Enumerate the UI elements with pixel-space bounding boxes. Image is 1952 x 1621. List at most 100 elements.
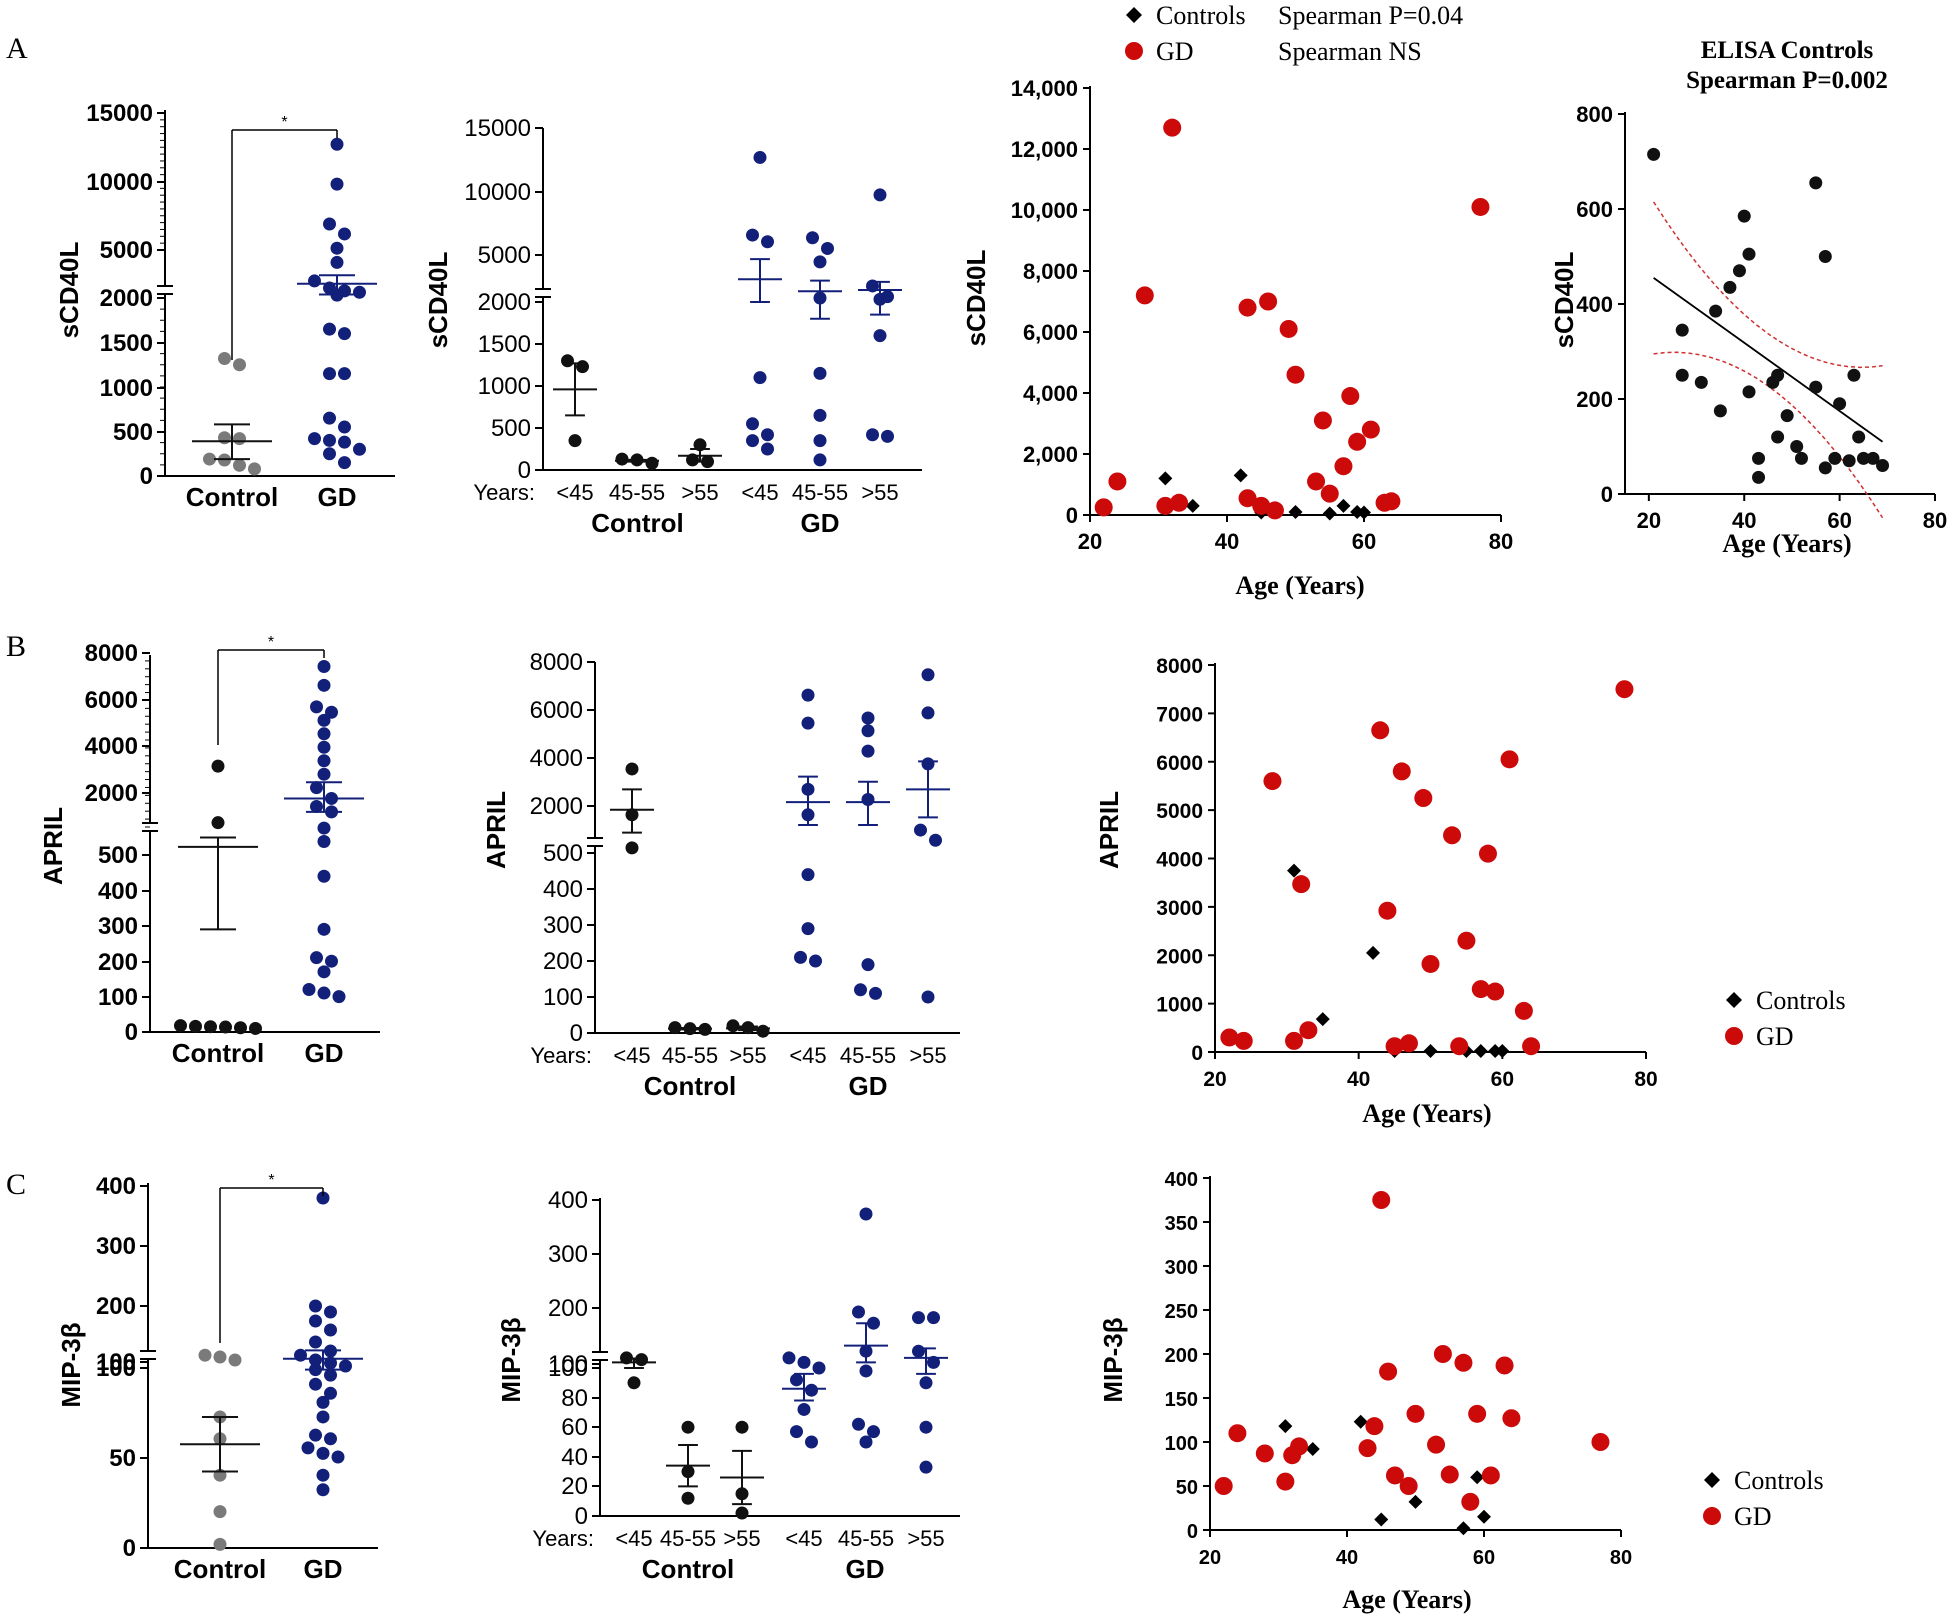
legend-marker-controls xyxy=(1726,992,1742,1008)
data-point-control xyxy=(1470,1470,1485,1485)
data-point xyxy=(813,408,827,422)
y-tick-label: 2000 xyxy=(85,780,138,807)
x-tick-label: 40 xyxy=(1732,508,1756,533)
y-tick-label: 2000 xyxy=(478,289,531,316)
legend-label-gd: GD xyxy=(1156,37,1194,66)
y-tick-label: 500 xyxy=(491,415,531,442)
data-point xyxy=(927,1311,940,1325)
y-axis-label: MIP-3β xyxy=(496,1317,526,1402)
data-point-gd xyxy=(1406,1404,1425,1423)
chart-title: ELISA Controls xyxy=(1701,37,1874,64)
data-point-gd xyxy=(1313,411,1332,430)
y-tick-label: 50 xyxy=(109,1445,136,1472)
data-point-control xyxy=(1833,397,1847,411)
legend-marker-gd xyxy=(1703,1507,1721,1525)
data-point xyxy=(914,823,927,837)
y-axis-label: MIP-3β xyxy=(1098,1317,1128,1402)
data-point xyxy=(821,241,834,255)
y-tick-label: 0 xyxy=(1601,482,1613,507)
data-point-control xyxy=(213,1505,227,1519)
data-point-gd xyxy=(1238,298,1257,317)
data-point-gd xyxy=(1468,1404,1487,1423)
data-point-gd xyxy=(317,821,331,835)
legend-stat-controls: Spearman P=0.04 xyxy=(1278,1,1463,30)
data-point-gd xyxy=(324,1432,337,1446)
y-tick-label: 200 xyxy=(98,949,138,976)
y-tick-label: 2,000 xyxy=(1023,442,1078,467)
data-point xyxy=(726,1019,740,1033)
data-point-gd xyxy=(338,456,351,470)
data-point-gd xyxy=(308,432,321,446)
data-point-gd xyxy=(317,754,331,768)
legend-marker-controls xyxy=(1126,7,1142,23)
y-tick-label: 500 xyxy=(543,840,583,867)
y-tick-label: 5000 xyxy=(1156,800,1203,823)
data-point-control xyxy=(1477,1509,1491,1524)
data-point-gd xyxy=(1299,1021,1318,1040)
data-point xyxy=(912,1344,925,1358)
data-point xyxy=(852,1305,865,1319)
data-point-gd xyxy=(1385,1037,1404,1056)
panel-label-a: A xyxy=(6,32,28,65)
group-label-control: Control xyxy=(644,1071,736,1101)
data-point-control xyxy=(1790,440,1804,453)
data-point xyxy=(813,434,827,448)
data-point xyxy=(866,428,879,442)
data-point-gd xyxy=(1379,1362,1398,1381)
x-tick-label: 40 xyxy=(1347,1068,1370,1091)
data-point-gd xyxy=(1361,420,1380,439)
data-point-control xyxy=(213,1350,227,1364)
data-point xyxy=(861,744,875,758)
data-point-control xyxy=(249,1021,262,1035)
data-point-control xyxy=(233,358,246,372)
y-tick-label: 14,000 xyxy=(1011,76,1078,101)
data-point-control xyxy=(1408,1494,1423,1509)
data-point xyxy=(568,434,582,448)
data-point-control xyxy=(1694,375,1708,389)
data-point-gd xyxy=(1163,118,1182,137)
data-point-control xyxy=(1322,506,1337,521)
data-point xyxy=(881,429,894,443)
data-point-gd xyxy=(309,1299,322,1313)
data-point-gd xyxy=(302,983,316,997)
panel-label-c: C xyxy=(6,1168,26,1201)
data-point-gd xyxy=(1358,1439,1377,1458)
data-point-gd xyxy=(324,1323,337,1337)
data-point-gd xyxy=(1450,1037,1469,1056)
data-point-control xyxy=(1809,176,1823,190)
data-point xyxy=(761,442,774,456)
data-point-gd xyxy=(323,217,336,231)
y-tick-label: 6,000 xyxy=(1023,320,1078,345)
y-tick-label: 5000 xyxy=(100,237,153,264)
legend-label-controls: Controls xyxy=(1156,1,1246,30)
y-tick-label: 7000 xyxy=(1156,703,1203,726)
data-point-gd xyxy=(310,800,323,814)
data-point-control xyxy=(1374,1512,1389,1527)
y-tick-label: 2000 xyxy=(100,285,153,312)
data-point-gd xyxy=(353,285,366,299)
data-point-control xyxy=(1336,498,1351,513)
data-point xyxy=(912,1311,925,1325)
data-point-gd xyxy=(330,177,344,191)
data-point-gd xyxy=(1414,789,1433,808)
category-label: Control xyxy=(172,1038,264,1068)
y-tick-label: 0 xyxy=(1187,1521,1198,1543)
data-point-control xyxy=(1287,863,1302,878)
data-point-gd xyxy=(1252,496,1271,515)
data-point xyxy=(801,868,815,882)
data-point-gd xyxy=(1285,1031,1304,1050)
group-label-gd: GD xyxy=(849,1071,888,1101)
data-point xyxy=(859,1435,873,1449)
data-point-gd xyxy=(1443,826,1462,845)
data-point-gd xyxy=(301,1441,315,1455)
y-axis-label: sCD40L xyxy=(54,241,84,338)
data-point xyxy=(859,1364,873,1378)
y-tick-label: 500 xyxy=(113,419,153,446)
data-point-gd xyxy=(1108,472,1127,491)
data-point-gd xyxy=(1238,489,1257,508)
data-point xyxy=(761,428,774,442)
x-tick-label: 20 xyxy=(1637,508,1661,533)
data-point-gd xyxy=(332,990,346,1004)
data-point-gd xyxy=(1259,292,1278,311)
data-point-control xyxy=(1742,247,1756,261)
